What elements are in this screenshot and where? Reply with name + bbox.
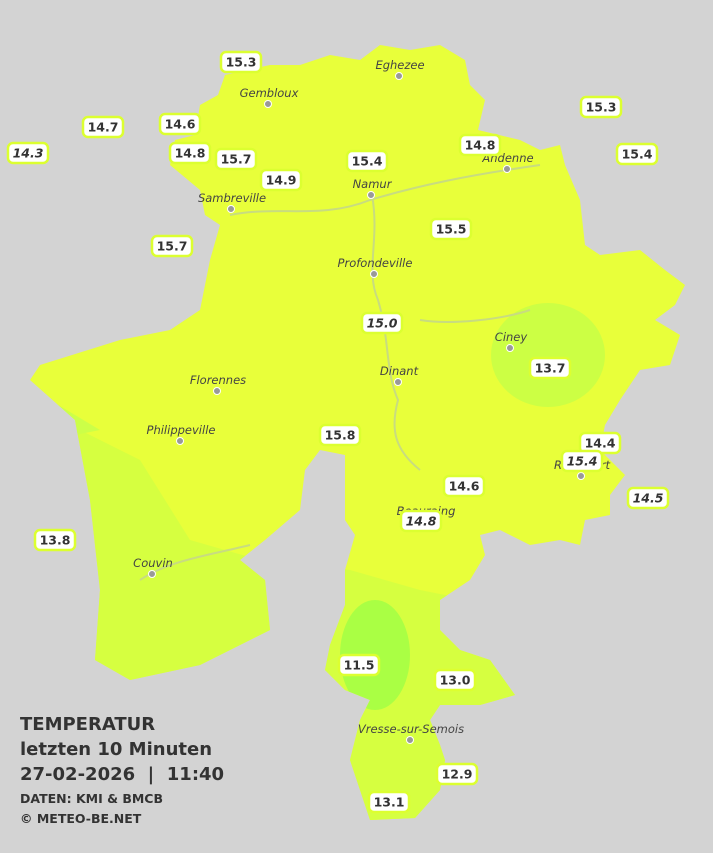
- station-box: [435, 762, 479, 786]
- station-value: 14.6: [449, 479, 480, 494]
- legend-source: DATEN: KMI & BMCB: [20, 791, 163, 806]
- city-dot: [213, 387, 221, 395]
- station-box: [214, 147, 258, 171]
- city-label: Sambreville: [198, 191, 266, 205]
- station-value: 14.5: [633, 491, 664, 506]
- city-dot: [264, 100, 272, 108]
- station-box: [158, 112, 202, 136]
- city-dot: [370, 270, 378, 278]
- station-value: 15.7: [221, 152, 252, 167]
- station-box: [399, 509, 443, 533]
- city-dot: [506, 344, 514, 352]
- station-value: 11.5: [344, 658, 375, 673]
- city-dot: [577, 472, 585, 480]
- station-value: 14.8: [175, 146, 206, 161]
- station-box: [442, 474, 486, 498]
- station-box: [168, 141, 212, 165]
- city-dot: [227, 205, 235, 213]
- city-label: Dinant: [380, 364, 419, 378]
- city-dot: [176, 437, 184, 445]
- city-label: Vresse-sur-Semois: [358, 722, 464, 736]
- station-box: [433, 668, 477, 692]
- station-value: 15.4: [567, 454, 598, 469]
- station-box: [458, 133, 502, 157]
- city-dot: [406, 736, 414, 744]
- station-value: 15.7: [157, 239, 188, 254]
- station-value: 15.3: [586, 100, 617, 115]
- stations: 15.3 14.7 14.6 14.3 14.8 15.7 14.9 15.4 14.8 15.3…: [6, 50, 670, 814]
- station-box: [360, 311, 404, 335]
- city-dot: [148, 570, 156, 578]
- station-value: 14.3: [13, 146, 44, 161]
- station-value: 15.0: [367, 316, 398, 331]
- city-dot: [394, 378, 402, 386]
- station-value: 14.9: [266, 173, 297, 188]
- station-value: 14.8: [465, 138, 496, 153]
- station-value: 14.6: [165, 117, 196, 132]
- station-value: 14.7: [88, 120, 119, 135]
- city-label: Namur: [353, 177, 393, 191]
- station-value: 15.4: [622, 147, 653, 162]
- station-box: [318, 423, 362, 447]
- station-box: [579, 95, 623, 119]
- city-label: Profondeville: [338, 256, 413, 270]
- station-box: [626, 486, 670, 510]
- rivers: [139, 164, 541, 581]
- station-box: [81, 115, 125, 139]
- station-value: 15.3: [226, 55, 257, 70]
- city-label: Eghezee: [375, 58, 424, 72]
- legend-copyright: © METEO-BE.NET: [20, 811, 142, 826]
- station-box: [528, 356, 572, 380]
- city-dot: [503, 165, 511, 173]
- station-value: 13.0: [440, 673, 471, 688]
- station-box: [429, 217, 473, 241]
- station-value: 15.8: [325, 428, 356, 443]
- legend-datetime: 27-02-2026 | 11:40: [20, 764, 224, 785]
- station-box: [6, 141, 50, 165]
- city-label: Philippeville: [147, 423, 216, 437]
- station-value: 15.5: [436, 222, 467, 237]
- city-label: Ciney: [495, 330, 528, 344]
- legend-title: TEMPERATUR: [20, 714, 155, 735]
- station-box: [615, 142, 659, 166]
- city-dot: [367, 191, 375, 199]
- station-box: [150, 234, 194, 258]
- station-value: 15.4: [352, 154, 383, 169]
- station-box: [259, 168, 303, 192]
- station-value: 14.8: [406, 514, 437, 529]
- city-label: Florennes: [190, 373, 246, 387]
- city-dot: [395, 72, 403, 80]
- legend-subtitle: letzten 10 Minuten: [20, 739, 212, 760]
- station-box: [33, 528, 77, 552]
- station-value: 14.4: [585, 436, 616, 451]
- station-box: [219, 50, 263, 74]
- station-value: 13.1: [374, 795, 405, 810]
- station-value: 13.7: [535, 361, 566, 376]
- station-box: [337, 653, 381, 677]
- station-value: 12.9: [442, 767, 473, 782]
- station-box: [367, 790, 411, 814]
- station-value: 13.8: [40, 533, 71, 548]
- city-label: Couvin: [133, 556, 173, 570]
- station-box: [345, 149, 389, 173]
- city-label: Gembloux: [240, 86, 299, 100]
- station-box: [560, 449, 604, 473]
